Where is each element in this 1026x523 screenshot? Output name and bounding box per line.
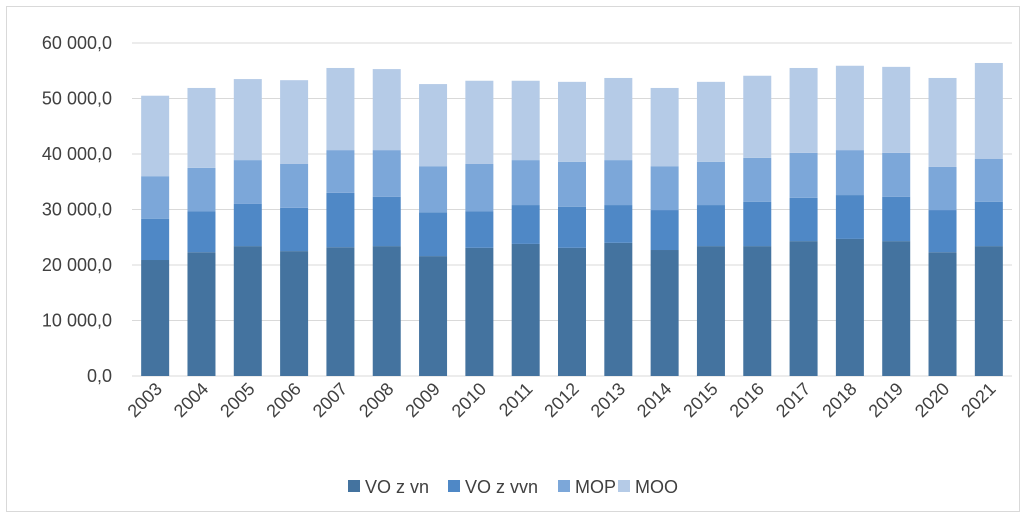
bar [280,80,309,164]
bar [372,150,401,197]
legend-swatch [558,480,570,492]
bar [604,77,633,161]
bar [187,252,216,376]
bar [233,203,262,247]
bar [558,161,586,207]
bar [465,80,494,164]
bar [743,201,772,247]
bar [187,87,216,168]
bar [696,246,725,376]
bar [696,205,725,247]
bar [511,80,540,161]
bar [835,195,864,239]
bar [511,160,540,206]
bar [372,69,401,151]
bar [928,252,957,376]
bar [187,167,216,212]
bar [974,201,1003,247]
legend-swatch [448,480,460,492]
bar [558,206,586,248]
bar [604,242,633,376]
bar [928,77,957,167]
bar [789,197,818,242]
bar [789,241,818,376]
bar [835,150,864,196]
legend-label: MOO [635,477,678,497]
bar [789,152,818,198]
legend-label: MOP [575,477,616,497]
bar [233,160,262,204]
legend-label: VO z vvn [465,477,538,497]
bar [835,65,864,151]
bar [650,250,679,376]
bar [558,81,586,162]
bar [650,166,679,211]
bar [326,192,355,248]
bar [928,210,957,253]
bar [835,238,864,376]
y-tick-label: 10 000,0 [42,311,112,331]
bar [650,210,679,251]
legend-swatch [348,480,360,492]
bar [650,87,679,167]
bar [974,246,1003,376]
bar [604,160,633,206]
bar [141,260,170,376]
bar [326,67,355,151]
bar [928,166,957,211]
bar [974,62,1003,159]
bar [465,211,494,248]
bar [604,205,633,243]
y-tick-label: 40 000,0 [42,144,112,164]
bar [326,150,355,193]
bar [743,75,772,158]
bar [326,247,355,376]
bar [974,158,1003,202]
bar [696,161,725,206]
bar [882,241,911,376]
bar [789,67,818,153]
bar [280,163,309,208]
y-tick-label: 30 000,0 [42,200,112,220]
bar [233,79,262,161]
bar [511,243,540,376]
bar [558,247,586,376]
bar [511,205,540,244]
bar [882,196,911,242]
bar [141,95,170,177]
bar [141,176,170,219]
bar [882,152,911,197]
bar [233,246,262,376]
bar [696,81,725,162]
bar [372,196,401,247]
bar [280,251,309,376]
y-tick-label: 60 000,0 [42,33,112,53]
bar [141,218,170,261]
y-tick-label: 0,0 [87,366,112,386]
bar [465,247,494,376]
bar [743,157,772,202]
bar [743,246,772,376]
bar [419,166,448,213]
y-tick-label: 20 000,0 [42,255,112,275]
bar [419,84,448,167]
bar [280,207,309,252]
legend-swatch [618,480,630,492]
bar [372,246,401,376]
legend-label: VO z vn [365,477,429,497]
bar [882,66,911,153]
y-tick-label: 50 000,0 [42,89,112,109]
bar [465,163,494,212]
bar [419,212,448,257]
bar [187,211,216,253]
bar [419,256,448,376]
